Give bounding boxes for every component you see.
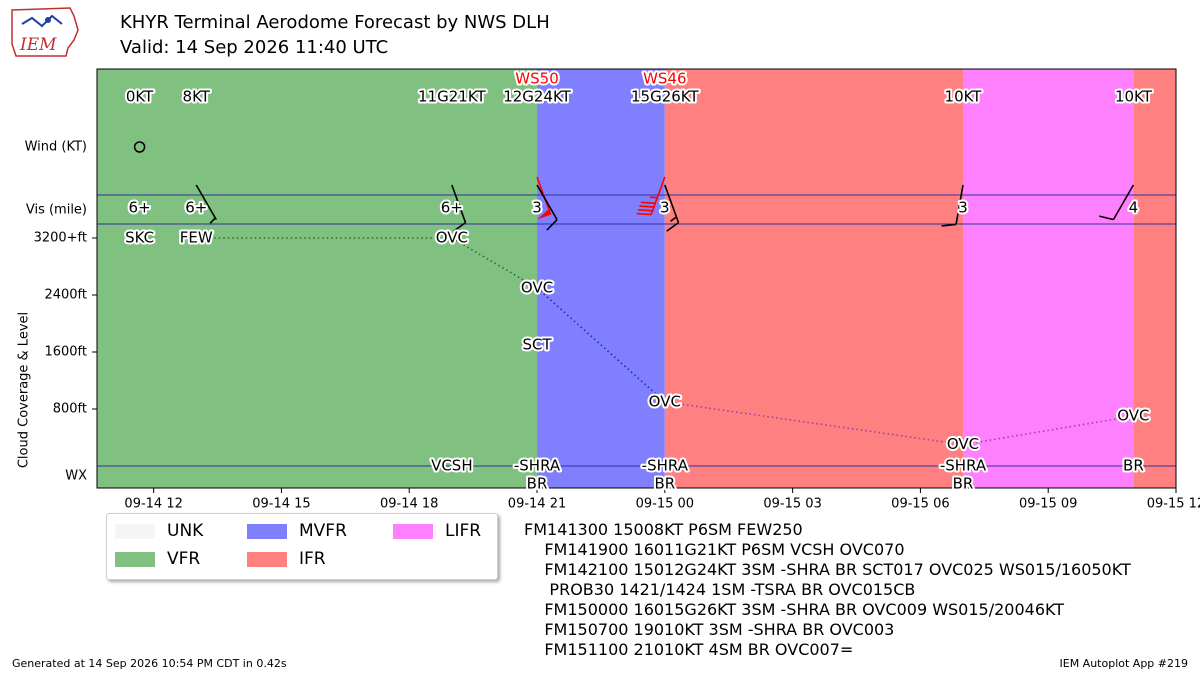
taf-line: FM151100 21010KT 4SM BR OVC007= [524, 640, 854, 659]
legend-swatch-mvfr [247, 524, 287, 539]
visibility-label: 3 [958, 199, 968, 217]
cloud-coverage-label: OVC [649, 392, 681, 410]
visibility-label: 6+ [441, 199, 463, 217]
y-label-wx: WX [65, 469, 87, 484]
legend-label-unk: UNK [167, 521, 204, 541]
legend-swatch-lifr [393, 524, 433, 539]
cloud-coverage-label: OVC [521, 278, 553, 296]
visibility-label: 3 [660, 199, 670, 217]
wind-shear-label: WS50 [515, 70, 558, 88]
wind-speed-label: 10KT [1115, 88, 1153, 106]
cloud-coverage-label: SCT [522, 335, 552, 353]
weather-label: BR [953, 475, 974, 493]
wind-speed-label: 8KT [183, 88, 211, 106]
taf-line: FM141900 16011G21KT P6SM VCSH OVC070 [524, 540, 905, 559]
legend-swatch-ifr [247, 552, 287, 567]
y-tick-label-cloud: 2400ft [44, 288, 87, 303]
wind-speed-label: 0KT [126, 88, 154, 106]
cloud-level-line [536, 287, 666, 403]
wind-speed-label: 15G26KT [631, 88, 699, 106]
weather-label: VCSH [431, 457, 473, 475]
cloud-level-line [451, 237, 538, 289]
generated-timestamp: Generated at 14 Sep 2026 10:54 PM CDT in… [12, 657, 287, 670]
x-tick-label: 09-14 15 [252, 497, 310, 511]
category-span-lifr [963, 69, 1134, 488]
y-label-visibility: Vis (mile) [26, 203, 87, 218]
visibility-label: 3 [532, 199, 542, 217]
wind-barb [664, 184, 680, 232]
x-tick-label: 09-15 06 [891, 497, 949, 511]
taf-line: FM150700 19010KT 3SM -SHRA BR OVC003 [524, 620, 895, 639]
cloud-level-line [962, 415, 1134, 446]
cloud-coverage-label: OVC [947, 435, 979, 453]
cloud-coverage-label: OVC [436, 229, 468, 247]
category-span-ifr [1133, 69, 1176, 488]
legend-swatch-vfr [115, 552, 155, 567]
x-tick-label: 09-15 03 [763, 497, 821, 511]
weather-label: BR [654, 475, 675, 493]
weather-label: BR [527, 475, 548, 493]
category-span-vfr [97, 69, 538, 488]
taf-line: PROB30 1421/1424 1SM -TSRA BR OVC015CB [524, 580, 916, 599]
taf-line: FM142100 15012G24KT 3SM -SHRA BR SCT017 … [524, 560, 1131, 579]
legend-label-mvfr: MVFR [299, 521, 347, 541]
iem-logo: IEM [8, 4, 80, 60]
wind-speed-label: 10KT [945, 88, 983, 106]
chart-subtitle: Valid: 14 Sep 2026 11:40 UTC [120, 37, 389, 58]
wind-barb [195, 184, 217, 224]
weather-label: -SHRA [940, 457, 987, 475]
raw-taf-text: FM141300 15008KT P6SM FEW250 FM141900 16… [524, 520, 1131, 660]
visibility-label: 6+ [129, 199, 151, 217]
x-tick-label: 09-14 18 [380, 497, 438, 511]
wind-barb [1099, 184, 1135, 221]
category-span-ifr [664, 69, 964, 488]
plot-frame [96, 68, 1177, 489]
y-tick-label-cloud: 1600ft [44, 345, 87, 360]
y-label-wind: Wind (KT) [25, 140, 87, 155]
x-tick-label: 09-15 12 [1147, 497, 1200, 511]
cloud-coverage-label: SKC [125, 229, 154, 247]
cloud-coverage-label: OVC [1117, 407, 1149, 425]
wind-shear-barb [636, 176, 666, 216]
visibility-label: 4 [1129, 199, 1139, 217]
weather-label: -SHRA [642, 457, 689, 475]
chart-title: KHYR Terminal Aerodome Forecast by NWS D… [120, 12, 550, 33]
x-tick-label: 09-15 00 [636, 497, 694, 511]
cloud-level-line [664, 401, 964, 446]
wind-barb [451, 184, 467, 232]
wind-speed-label: 12G24KT [503, 88, 571, 106]
legend-swatch-unk [115, 524, 155, 539]
svg-text:IEM: IEM [19, 35, 57, 55]
app-credit: IEM Autoplot App #219 [1059, 657, 1189, 670]
cloud-coverage-label: FEW [180, 229, 213, 247]
legend-label-vfr: VFR [167, 549, 201, 569]
y-tick-label-cloud: 800ft [53, 402, 87, 417]
wind-speed-label: 11G21KT [418, 88, 486, 106]
weather-label: -SHRA [514, 457, 561, 475]
legend-label-lifr: LIFR [445, 521, 482, 541]
visibility-label: 6+ [185, 199, 207, 217]
wind-barb [941, 184, 964, 227]
flight-category-legend: UNK VFR MVFR IFR LIFR [106, 513, 498, 580]
x-tick-label: 09-14 12 [124, 497, 182, 511]
x-tick-label: 09-15 09 [1019, 497, 1077, 511]
category-span-mvfr [537, 69, 665, 488]
x-tick-label: 09-14 21 [508, 497, 566, 511]
wind-shear-label: WS46 [643, 70, 686, 88]
y-axis-label: Cloud Coverage & Level [17, 312, 32, 468]
y-tick-label-cloud: 3200+ft [34, 231, 87, 246]
taf-line: FM141300 15008KT P6SM FEW250 [524, 520, 803, 539]
legend-label-ifr: IFR [299, 549, 326, 569]
weather-label: BR [1123, 457, 1144, 475]
wind-barb [536, 184, 558, 231]
wind-barb [133, 141, 146, 153]
taf-line: FM150000 16015G26KT 3SM -SHRA BR OVC009 … [524, 600, 1065, 619]
taf-timeline-chart: Wind (KT) Vis (mile) WX 3200+ft 2400ft 1600ft… [17, 68, 1200, 511]
